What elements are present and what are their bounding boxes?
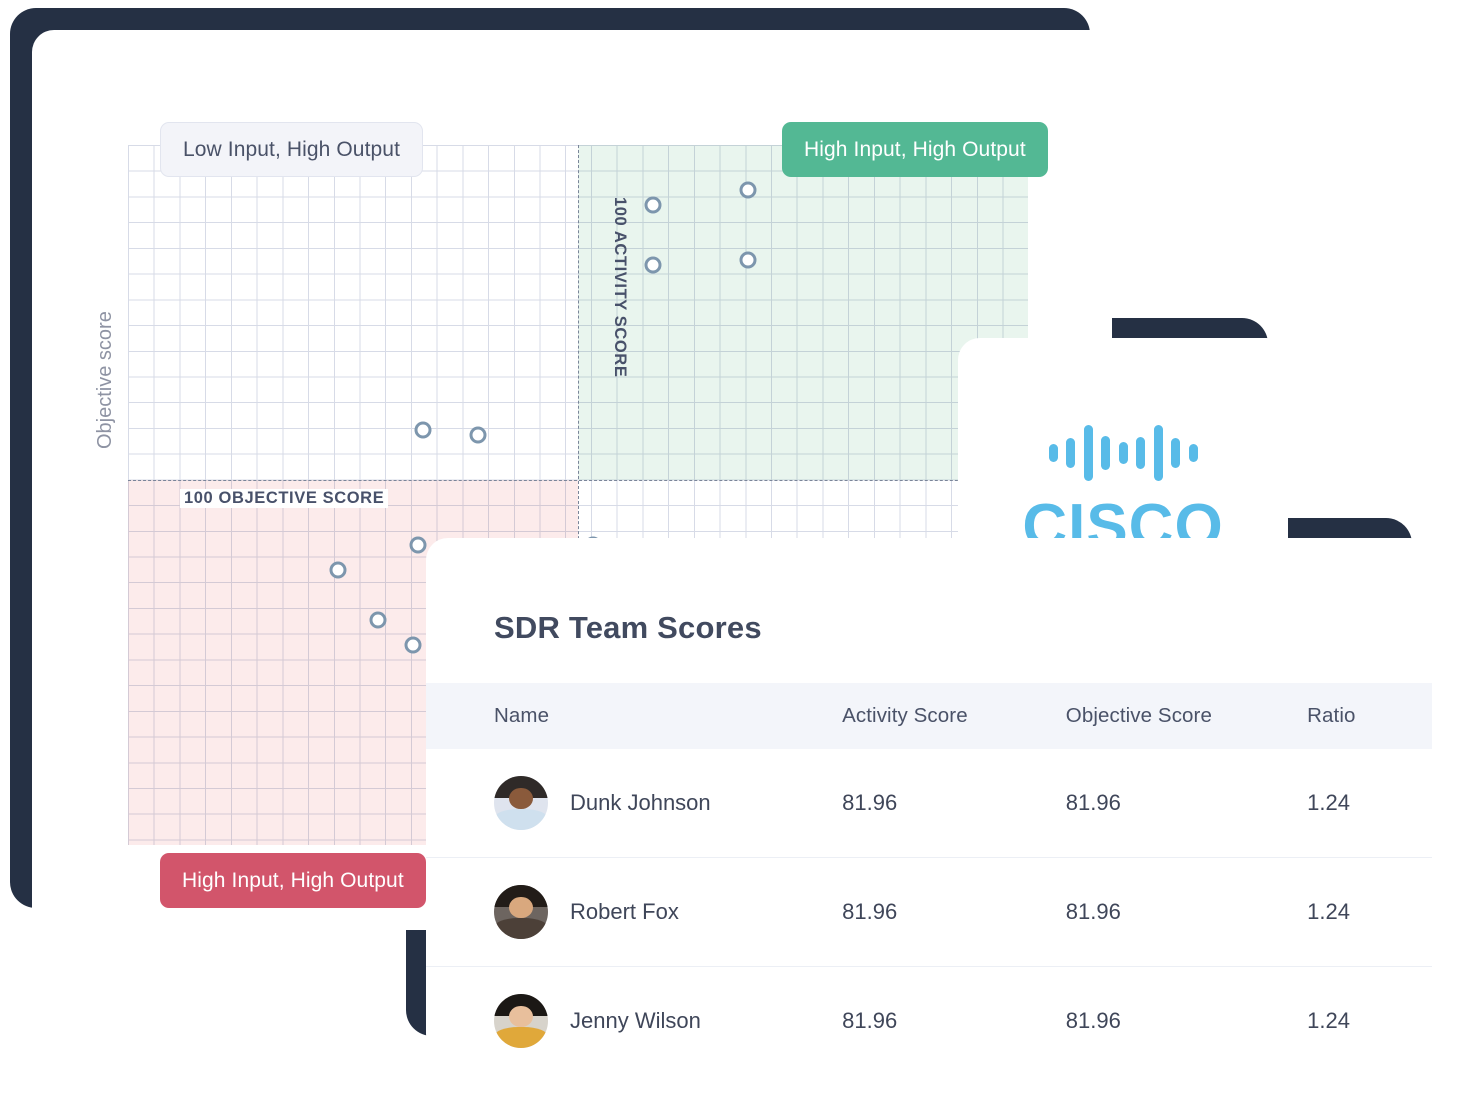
row-name: Jenny Wilson	[570, 1008, 701, 1033]
scatter-point[interactable]	[414, 421, 432, 439]
cell-ratio: 1.24	[1307, 1008, 1350, 1033]
cisco-bar	[1188, 444, 1198, 462]
column-header-ratio[interactable]: Ratio	[1307, 704, 1356, 727]
cisco-bar	[1083, 425, 1093, 481]
table-header: Name Activity Score Objective Score Rati…	[426, 683, 1432, 749]
cell-objective-score: 81.96	[1065, 1008, 1121, 1033]
scatter-point[interactable]	[469, 426, 487, 444]
table-row[interactable]: Robert Fox 81.96 81.96 1.24	[426, 857, 1432, 967]
cell-activity-score: 81.96	[842, 1008, 898, 1033]
table-body: Dunk Johnson 81.96 81.96 1.24 Robert Fox 81.9…	[426, 749, 1432, 1056]
cisco-bar	[1101, 436, 1110, 470]
objective-threshold-line	[128, 480, 1028, 481]
column-header-activity-score[interactable]: Activity Score	[842, 704, 968, 727]
scatter-point[interactable]	[329, 561, 347, 579]
objective-threshold-label: 100 OBJECTIVE SCORE	[180, 489, 389, 508]
scatter-point[interactable]	[409, 536, 427, 554]
cell-activity-score: 81.96	[842, 857, 1066, 967]
table-header-row: Name Activity Score Objective Score Rati…	[426, 683, 1432, 749]
scatter-point[interactable]	[739, 181, 757, 199]
cell-activity-score: 81.96	[842, 749, 1066, 858]
avatar	[494, 885, 548, 939]
cell-name: Robert Fox	[426, 857, 843, 967]
column-header-objective-score[interactable]: Objective Score	[1065, 704, 1212, 727]
cell-objective-score: 81.96	[1065, 749, 1308, 858]
row-name: Robert Fox	[570, 899, 679, 924]
y-axis-label: Objective score	[94, 311, 116, 449]
cell-ratio: 1.24	[1307, 857, 1432, 967]
table-row[interactable]: Jenny Wilson 81.96 81.96 1.24	[426, 967, 1432, 1057]
cisco-bar	[1066, 438, 1075, 468]
row-name: Dunk Johnson	[570, 790, 711, 815]
scatter-point[interactable]	[644, 256, 662, 274]
cell-ratio: 1.24	[1307, 749, 1432, 858]
cisco-bar	[1048, 444, 1058, 462]
table-row[interactable]: Dunk Johnson 81.96 81.96 1.24	[426, 749, 1432, 858]
cisco-bar	[1136, 437, 1145, 469]
cell-name: Jenny Wilson	[426, 967, 842, 1057]
cisco-bar	[1153, 425, 1163, 481]
card-title: SDR Team Scores	[494, 610, 762, 645]
quadrant-label-high-input-high-output-green: High Input, High Output	[782, 122, 1048, 177]
activity-threshold-line	[578, 145, 579, 845]
quadrant-label-low-input-high-output: Low Input, High Output	[160, 122, 423, 177]
scatter-point[interactable]	[739, 251, 757, 269]
cell-name: Dunk Johnson	[426, 749, 843, 858]
cisco-bar	[1118, 442, 1128, 464]
cell-objective-score: 81.96	[1065, 857, 1308, 967]
scatter-point[interactable]	[404, 636, 422, 654]
scores-table: Name Activity Score Objective Score Rati…	[426, 683, 1432, 1056]
sdr-team-scores-card: SDR Team Scores Name Activity Score Obje…	[426, 538, 1432, 1056]
avatar	[494, 994, 548, 1048]
quadrant-label-high-input-high-output-red: High Input, High Output	[160, 853, 426, 908]
avatar	[494, 776, 548, 830]
activity-threshold-label: 100 ACTIVITY SCORE	[611, 197, 629, 378]
column-header-name[interactable]: Name	[494, 704, 550, 727]
cisco-bridge-icon	[1048, 422, 1198, 484]
scatter-point[interactable]	[369, 611, 387, 629]
cisco-bar	[1171, 438, 1180, 468]
scatter-point[interactable]	[644, 196, 662, 214]
